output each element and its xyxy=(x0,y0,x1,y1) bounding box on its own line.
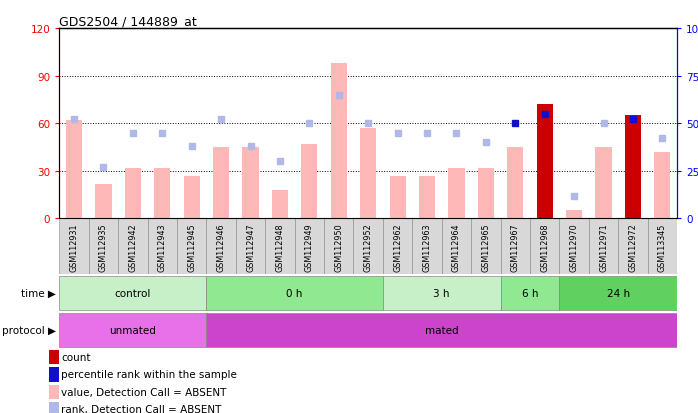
Text: 6 h: 6 h xyxy=(521,288,538,298)
Text: GSM112935: GSM112935 xyxy=(99,223,108,271)
Bar xyxy=(66,121,82,219)
Bar xyxy=(618,219,648,275)
Text: GSM112965: GSM112965 xyxy=(482,223,491,271)
Bar xyxy=(353,219,383,275)
Bar xyxy=(177,219,207,275)
Text: GSM112970: GSM112970 xyxy=(570,223,579,271)
Bar xyxy=(559,219,589,275)
Text: time ▶: time ▶ xyxy=(22,288,57,298)
Text: GSM112931: GSM112931 xyxy=(70,223,79,271)
Bar xyxy=(96,184,112,219)
Bar xyxy=(654,152,671,219)
Bar xyxy=(530,219,559,275)
Text: percentile rank within the sample: percentile rank within the sample xyxy=(61,370,237,380)
Bar xyxy=(324,219,353,275)
Bar xyxy=(59,277,207,310)
Bar xyxy=(383,277,500,310)
Text: protocol ▶: protocol ▶ xyxy=(2,325,57,335)
Bar xyxy=(118,219,147,275)
Text: GSM112949: GSM112949 xyxy=(305,223,314,271)
Text: 24 h: 24 h xyxy=(607,288,630,298)
Bar xyxy=(471,219,500,275)
Bar xyxy=(59,314,207,347)
Bar xyxy=(59,219,89,275)
Text: GSM112964: GSM112964 xyxy=(452,223,461,271)
Bar xyxy=(507,147,524,219)
Bar xyxy=(272,190,288,219)
Bar xyxy=(625,116,641,219)
Text: count: count xyxy=(61,352,91,362)
Bar xyxy=(589,219,618,275)
Bar xyxy=(265,219,295,275)
Bar xyxy=(559,277,677,310)
Bar xyxy=(419,176,435,219)
Bar xyxy=(49,402,59,413)
Bar xyxy=(360,128,376,219)
Bar xyxy=(242,147,259,219)
Bar xyxy=(413,219,442,275)
Bar xyxy=(442,219,471,275)
Text: rank, Detection Call = ABSENT: rank, Detection Call = ABSENT xyxy=(61,404,222,413)
Text: GSM112971: GSM112971 xyxy=(599,223,608,271)
Bar xyxy=(184,176,200,219)
Bar xyxy=(500,219,530,275)
Text: GSM112948: GSM112948 xyxy=(276,223,285,271)
Bar xyxy=(89,219,118,275)
Text: GSM112950: GSM112950 xyxy=(334,223,343,271)
Text: GSM112963: GSM112963 xyxy=(422,223,431,271)
Bar xyxy=(147,219,177,275)
Bar xyxy=(207,277,383,310)
Text: GSM112972: GSM112972 xyxy=(628,223,637,271)
Text: GSM112962: GSM112962 xyxy=(393,223,402,271)
Bar xyxy=(154,168,170,219)
Bar xyxy=(302,145,318,219)
Text: 3 h: 3 h xyxy=(433,288,450,298)
Bar xyxy=(500,277,559,310)
Text: 0 h: 0 h xyxy=(286,288,303,298)
Bar xyxy=(477,168,494,219)
Bar xyxy=(648,219,677,275)
Bar xyxy=(331,64,347,219)
Bar xyxy=(207,219,236,275)
Bar xyxy=(213,147,229,219)
Text: GSM112968: GSM112968 xyxy=(540,223,549,271)
Bar xyxy=(49,368,59,382)
Bar xyxy=(49,385,59,399)
Bar xyxy=(295,219,324,275)
Bar xyxy=(537,105,553,219)
Text: GDS2504 / 144889_at: GDS2504 / 144889_at xyxy=(59,15,197,28)
Text: GSM112947: GSM112947 xyxy=(246,223,255,271)
Bar xyxy=(383,219,413,275)
Text: GSM113345: GSM113345 xyxy=(658,223,667,271)
Text: GSM112943: GSM112943 xyxy=(158,223,167,271)
Bar xyxy=(595,147,611,219)
Text: value, Detection Call = ABSENT: value, Detection Call = ABSENT xyxy=(61,387,227,397)
Text: GSM112967: GSM112967 xyxy=(511,223,520,271)
Text: GSM112952: GSM112952 xyxy=(364,223,373,271)
Bar xyxy=(125,168,141,219)
Text: mated: mated xyxy=(425,325,459,335)
Text: control: control xyxy=(114,288,151,298)
Bar xyxy=(207,314,677,347)
Bar xyxy=(566,211,582,219)
Text: GSM112945: GSM112945 xyxy=(187,223,196,271)
Bar xyxy=(236,219,265,275)
Text: GSM112942: GSM112942 xyxy=(128,223,138,271)
Bar xyxy=(448,168,465,219)
Text: GSM112946: GSM112946 xyxy=(216,223,225,271)
Bar xyxy=(49,350,59,364)
Text: unmated: unmated xyxy=(110,325,156,335)
Bar xyxy=(389,176,406,219)
